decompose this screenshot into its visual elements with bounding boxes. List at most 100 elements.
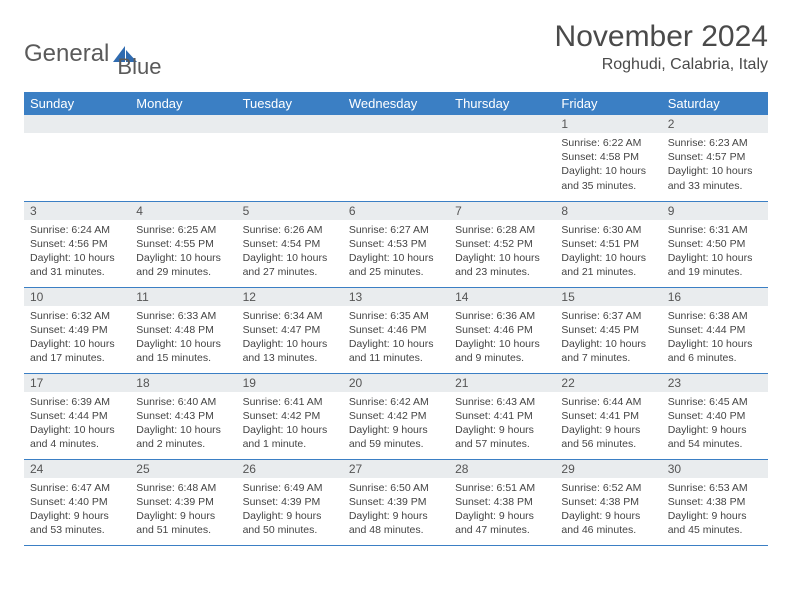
sunrise-text: Sunrise: 6:24 AM: [30, 223, 124, 237]
day-cell: 22Sunrise: 6:44 AMSunset: 4:41 PMDayligh…: [555, 373, 661, 459]
daylight-text: Daylight: 10 hours and 23 minutes.: [455, 251, 549, 279]
daylight-text: Daylight: 10 hours and 1 minute.: [243, 423, 337, 451]
daylight-text: Daylight: 10 hours and 35 minutes.: [561, 164, 655, 192]
sunset-text: Sunset: 4:49 PM: [30, 323, 124, 337]
day-cell: 14Sunrise: 6:36 AMSunset: 4:46 PMDayligh…: [449, 287, 555, 373]
sunrise-text: Sunrise: 6:40 AM: [136, 395, 230, 409]
sunset-text: Sunset: 4:50 PM: [668, 237, 762, 251]
day-details: Sunrise: 6:36 AMSunset: 4:46 PMDaylight:…: [449, 306, 555, 370]
title-block: November 2024 Roghudi, Calabria, Italy: [555, 20, 768, 74]
sunrise-text: Sunrise: 6:23 AM: [668, 136, 762, 150]
day-details: Sunrise: 6:23 AMSunset: 4:57 PMDaylight:…: [662, 133, 768, 197]
day-details: Sunrise: 6:48 AMSunset: 4:39 PMDaylight:…: [130, 478, 236, 542]
month-title: November 2024: [555, 20, 768, 54]
day-details: Sunrise: 6:27 AMSunset: 4:53 PMDaylight:…: [343, 220, 449, 284]
header: General Blue November 2024 Roghudi, Cala…: [24, 20, 768, 80]
sunset-text: Sunset: 4:53 PM: [349, 237, 443, 251]
day-number: 6: [343, 202, 449, 220]
day-details: Sunrise: 6:39 AMSunset: 4:44 PMDaylight:…: [24, 392, 130, 456]
day-cell: 4Sunrise: 6:25 AMSunset: 4:55 PMDaylight…: [130, 201, 236, 287]
day-cell: 7Sunrise: 6:28 AMSunset: 4:52 PMDaylight…: [449, 201, 555, 287]
daylight-text: Daylight: 10 hours and 27 minutes.: [243, 251, 337, 279]
day-number: 13: [343, 288, 449, 306]
sunrise-text: Sunrise: 6:22 AM: [561, 136, 655, 150]
day-cell: [24, 115, 130, 201]
week-row: 3Sunrise: 6:24 AMSunset: 4:56 PMDaylight…: [24, 201, 768, 287]
sunrise-text: Sunrise: 6:49 AM: [243, 481, 337, 495]
day-cell: 30Sunrise: 6:53 AMSunset: 4:38 PMDayligh…: [662, 459, 768, 545]
daylight-text: Daylight: 10 hours and 29 minutes.: [136, 251, 230, 279]
day-cell: 29Sunrise: 6:52 AMSunset: 4:38 PMDayligh…: [555, 459, 661, 545]
sunset-text: Sunset: 4:39 PM: [136, 495, 230, 509]
daylight-text: Daylight: 10 hours and 9 minutes.: [455, 337, 549, 365]
day-cell: [237, 115, 343, 201]
day-cell: 6Sunrise: 6:27 AMSunset: 4:53 PMDaylight…: [343, 201, 449, 287]
sunrise-text: Sunrise: 6:41 AM: [243, 395, 337, 409]
day-details: Sunrise: 6:35 AMSunset: 4:46 PMDaylight:…: [343, 306, 449, 370]
sunrise-text: Sunrise: 6:37 AM: [561, 309, 655, 323]
daylight-text: Daylight: 9 hours and 56 minutes.: [561, 423, 655, 451]
day-cell: 20Sunrise: 6:42 AMSunset: 4:42 PMDayligh…: [343, 373, 449, 459]
sunset-text: Sunset: 4:58 PM: [561, 150, 655, 164]
day-number: 3: [24, 202, 130, 220]
sunrise-text: Sunrise: 6:36 AM: [455, 309, 549, 323]
logo: General Blue: [24, 20, 161, 80]
day-details: Sunrise: 6:34 AMSunset: 4:47 PMDaylight:…: [237, 306, 343, 370]
day-number: [237, 115, 343, 133]
day-cell: [343, 115, 449, 201]
day-number: 4: [130, 202, 236, 220]
weekday-header: Saturday: [662, 92, 768, 115]
day-cell: [130, 115, 236, 201]
daylight-text: Daylight: 9 hours and 50 minutes.: [243, 509, 337, 537]
day-details: Sunrise: 6:44 AMSunset: 4:41 PMDaylight:…: [555, 392, 661, 456]
day-number: 20: [343, 374, 449, 392]
sunset-text: Sunset: 4:38 PM: [455, 495, 549, 509]
sunrise-text: Sunrise: 6:51 AM: [455, 481, 549, 495]
sunset-text: Sunset: 4:48 PM: [136, 323, 230, 337]
day-cell: 8Sunrise: 6:30 AMSunset: 4:51 PMDaylight…: [555, 201, 661, 287]
day-details: Sunrise: 6:28 AMSunset: 4:52 PMDaylight:…: [449, 220, 555, 284]
logo-text-blue: Blue: [117, 54, 161, 80]
sunset-text: Sunset: 4:44 PM: [668, 323, 762, 337]
daylight-text: Daylight: 9 hours and 51 minutes.: [136, 509, 230, 537]
week-row: 1Sunrise: 6:22 AMSunset: 4:58 PMDaylight…: [24, 115, 768, 201]
day-number: 5: [237, 202, 343, 220]
weekday-header: Thursday: [449, 92, 555, 115]
daylight-text: Daylight: 9 hours and 54 minutes.: [668, 423, 762, 451]
weekday-header: Sunday: [24, 92, 130, 115]
sunset-text: Sunset: 4:42 PM: [243, 409, 337, 423]
day-details: Sunrise: 6:31 AMSunset: 4:50 PMDaylight:…: [662, 220, 768, 284]
sunset-text: Sunset: 4:43 PM: [136, 409, 230, 423]
day-details: Sunrise: 6:45 AMSunset: 4:40 PMDaylight:…: [662, 392, 768, 456]
sunset-text: Sunset: 4:39 PM: [243, 495, 337, 509]
day-number: 21: [449, 374, 555, 392]
sunset-text: Sunset: 4:40 PM: [30, 495, 124, 509]
day-number: 30: [662, 460, 768, 478]
day-cell: 21Sunrise: 6:43 AMSunset: 4:41 PMDayligh…: [449, 373, 555, 459]
daylight-text: Daylight: 10 hours and 25 minutes.: [349, 251, 443, 279]
day-number: 27: [343, 460, 449, 478]
calendar-table: SundayMondayTuesdayWednesdayThursdayFrid…: [24, 92, 768, 546]
daylight-text: Daylight: 10 hours and 21 minutes.: [561, 251, 655, 279]
day-details: Sunrise: 6:43 AMSunset: 4:41 PMDaylight:…: [449, 392, 555, 456]
sunrise-text: Sunrise: 6:45 AM: [668, 395, 762, 409]
day-number: [130, 115, 236, 133]
day-cell: 10Sunrise: 6:32 AMSunset: 4:49 PMDayligh…: [24, 287, 130, 373]
day-details: Sunrise: 6:25 AMSunset: 4:55 PMDaylight:…: [130, 220, 236, 284]
day-number: 26: [237, 460, 343, 478]
sunset-text: Sunset: 4:40 PM: [668, 409, 762, 423]
sunrise-text: Sunrise: 6:34 AM: [243, 309, 337, 323]
sunset-text: Sunset: 4:55 PM: [136, 237, 230, 251]
daylight-text: Daylight: 10 hours and 31 minutes.: [30, 251, 124, 279]
daylight-text: Daylight: 10 hours and 33 minutes.: [668, 164, 762, 192]
day-cell: 16Sunrise: 6:38 AMSunset: 4:44 PMDayligh…: [662, 287, 768, 373]
day-number: 12: [237, 288, 343, 306]
daylight-text: Daylight: 10 hours and 17 minutes.: [30, 337, 124, 365]
day-details: Sunrise: 6:53 AMSunset: 4:38 PMDaylight:…: [662, 478, 768, 542]
weekday-header: Monday: [130, 92, 236, 115]
day-number: 9: [662, 202, 768, 220]
day-details: Sunrise: 6:30 AMSunset: 4:51 PMDaylight:…: [555, 220, 661, 284]
sunrise-text: Sunrise: 6:47 AM: [30, 481, 124, 495]
day-cell: 27Sunrise: 6:50 AMSunset: 4:39 PMDayligh…: [343, 459, 449, 545]
day-cell: 3Sunrise: 6:24 AMSunset: 4:56 PMDaylight…: [24, 201, 130, 287]
